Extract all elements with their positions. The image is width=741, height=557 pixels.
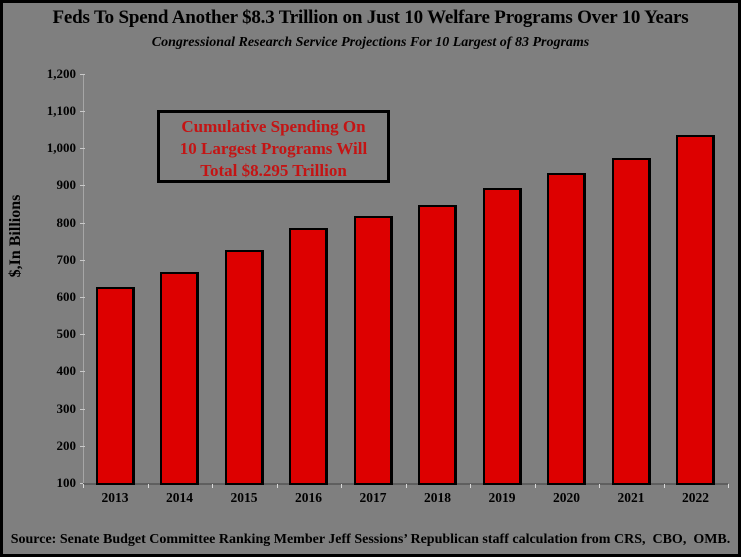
- y-tick-mark: [80, 222, 85, 224]
- chart-subtitle: Congressional Research Service Projectio…: [151, 35, 590, 50]
- x-tick-mark: [147, 484, 149, 488]
- y-tick-mark: [80, 297, 85, 298]
- y-tick-mark: [80, 334, 85, 336]
- y-tick-mark: [80, 445, 85, 447]
- y-tick-mark: [80, 111, 85, 112]
- y-tick-label: 400: [56, 363, 77, 379]
- x-tick-label-2020: 2020: [553, 490, 580, 505]
- bar-2021: [611, 157, 651, 485]
- y-tick-mark: [80, 148, 85, 150]
- y-tick-mark: [80, 371, 85, 373]
- y-tick-label: 300: [56, 400, 77, 416]
- y-axis-line: [83, 73, 84, 483]
- x-tick-label-2017: 2017: [359, 490, 387, 505]
- y-tick-label: 900: [56, 177, 77, 193]
- y-tick-mark: [80, 483, 85, 484]
- source-attribution: Source: Senate Budget Committee Ranking …: [10, 532, 731, 547]
- bar-2019: [482, 188, 522, 485]
- x-tick-label-2016: 2016: [295, 490, 322, 505]
- x-tick-label-2021: 2021: [617, 490, 645, 505]
- chart-title: Feds To Spend Another $8.3 Trillion on J…: [52, 7, 689, 28]
- x-tick-label-2015: 2015: [230, 490, 258, 505]
- annotation-line: 10 Largest Programs Will: [179, 139, 368, 158]
- y-tick-mark: [80, 259, 85, 261]
- x-tick-label-2014: 2014: [166, 490, 193, 505]
- x-tick-mark: [276, 484, 278, 488]
- y-tick-label: 800: [56, 214, 77, 230]
- x-tick-label-2018: 2018: [424, 490, 451, 505]
- bar-2017: [353, 215, 393, 485]
- y-axis-title: $,In Billions: [7, 194, 24, 278]
- y-tick-label: 700: [56, 251, 77, 267]
- x-tick-label-2013: 2013: [101, 490, 129, 505]
- y-tick-label: 1,200: [46, 65, 76, 81]
- x-tick-mark: [470, 484, 471, 488]
- y-tick-label: 1,000: [46, 140, 76, 156]
- x-tick-label-2019: 2019: [488, 490, 516, 505]
- bar-2022: [676, 135, 716, 485]
- x-tick-mark: [599, 484, 600, 488]
- bar-2014: [160, 272, 200, 485]
- x-tick-mark: [728, 484, 729, 488]
- y-tick-label: 600: [56, 289, 77, 304]
- bar-2016: [289, 227, 329, 485]
- y-tick-label: 200: [56, 437, 77, 453]
- y-tick-mark: [80, 185, 85, 187]
- bar-2015: [224, 250, 264, 485]
- annotation-line: Cumulative Spending On: [181, 117, 366, 136]
- x-tick-mark: [83, 484, 84, 488]
- x-tick-mark: [405, 484, 407, 488]
- annotation-box: Cumulative Spending On 10 Largest Progra…: [157, 110, 390, 183]
- x-tick-mark: [663, 484, 665, 488]
- y-tick-label: 100: [56, 475, 77, 490]
- y-tick-mark: [80, 73, 85, 75]
- x-tick-mark: [534, 484, 536, 488]
- annotation-line: Total $8.295 Trillion: [200, 161, 347, 180]
- y-tick-label: 1,100: [46, 103, 76, 118]
- bar-2018: [418, 204, 458, 485]
- x-tick-mark: [212, 484, 213, 488]
- x-tick-mark: [341, 484, 342, 488]
- y-tick-label: 500: [56, 326, 77, 342]
- bar-2020: [547, 173, 587, 485]
- y-tick-mark: [80, 408, 85, 410]
- bar-2013: [95, 287, 135, 485]
- x-tick-label-2022: 2022: [682, 490, 709, 505]
